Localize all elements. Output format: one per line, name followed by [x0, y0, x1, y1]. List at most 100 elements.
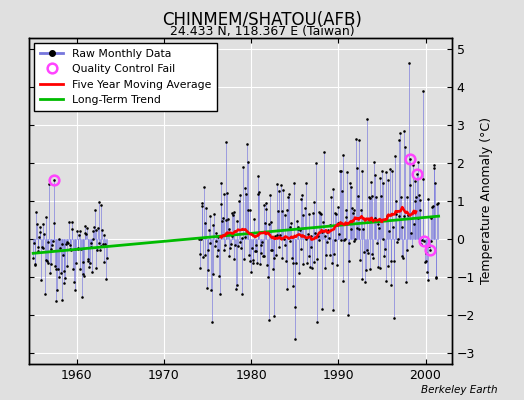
Point: [228, 210, 236, 216]
Point: [236, 239, 245, 246]
Point: [194, 236, 203, 242]
Point: [57, 270, 65, 276]
Point: [306, 264, 314, 270]
Point: [344, 258, 353, 264]
Point: [222, 139, 231, 146]
Point: [410, 198, 419, 204]
Point: [63, 263, 71, 269]
Point: [270, 313, 279, 320]
Point: [81, 223, 89, 229]
Point: [394, 236, 402, 242]
Point: [269, 266, 277, 272]
Point: [100, 231, 108, 238]
Point: [208, 319, 216, 326]
Point: [408, 243, 417, 250]
Point: [304, 253, 313, 259]
Point: [51, 263, 59, 269]
Point: [299, 260, 307, 267]
Point: [293, 218, 301, 225]
Point: [250, 248, 259, 254]
Point: [239, 164, 247, 171]
Point: [88, 269, 96, 275]
Point: [39, 221, 48, 227]
Point: [47, 260, 55, 267]
Point: [380, 246, 389, 252]
Point: [214, 234, 223, 240]
Point: [40, 231, 48, 237]
Point: [217, 201, 225, 208]
Point: [203, 267, 212, 274]
Point: [211, 238, 220, 244]
Point: [97, 243, 106, 250]
Point: [41, 291, 49, 297]
Point: [315, 237, 324, 243]
Point: [51, 265, 60, 272]
Point: [263, 262, 271, 268]
Point: [258, 253, 267, 259]
Point: [32, 209, 40, 215]
Point: [388, 168, 396, 174]
Point: [351, 236, 359, 242]
Point: [265, 317, 273, 324]
Point: [200, 184, 208, 190]
Point: [420, 238, 428, 244]
Point: [303, 260, 311, 266]
Point: [57, 240, 66, 247]
Point: [386, 166, 394, 172]
Point: [397, 224, 406, 230]
Point: [346, 180, 354, 186]
Point: [308, 265, 316, 272]
Point: [387, 258, 396, 264]
Point: [38, 244, 46, 250]
Point: [357, 168, 366, 174]
Point: [50, 220, 59, 226]
Point: [90, 224, 99, 230]
Point: [235, 192, 244, 198]
Point: [341, 235, 349, 242]
Point: [224, 216, 232, 222]
Point: [226, 245, 234, 251]
Point: [329, 307, 337, 313]
Point: [358, 276, 366, 282]
Point: [324, 227, 332, 233]
Point: [80, 273, 88, 280]
Point: [237, 235, 246, 241]
Point: [342, 214, 351, 220]
Point: [261, 206, 270, 212]
Point: [264, 274, 272, 280]
Point: [347, 226, 356, 232]
Point: [209, 222, 217, 229]
Point: [280, 242, 289, 248]
Point: [66, 245, 74, 252]
Point: [393, 238, 401, 245]
Point: [102, 276, 110, 282]
Point: [417, 241, 425, 247]
Point: [340, 237, 348, 243]
Point: [267, 247, 275, 253]
Point: [220, 190, 228, 197]
Point: [310, 259, 318, 265]
Point: [73, 246, 82, 253]
Point: [373, 240, 381, 246]
Point: [220, 247, 228, 253]
Point: [280, 235, 288, 242]
Point: [260, 202, 268, 208]
Point: [49, 177, 58, 183]
Point: [70, 279, 78, 285]
Point: [323, 229, 331, 236]
Point: [207, 287, 215, 293]
Point: [206, 212, 215, 219]
Point: [249, 257, 257, 263]
Point: [197, 236, 205, 242]
Point: [415, 192, 423, 199]
Point: [94, 225, 102, 232]
Point: [94, 240, 103, 246]
Point: [46, 270, 54, 276]
Point: [84, 258, 93, 264]
Point: [319, 218, 328, 225]
Point: [401, 144, 409, 150]
Point: [73, 228, 81, 234]
Point: [367, 178, 375, 185]
Point: [332, 211, 341, 218]
Point: [214, 247, 222, 253]
